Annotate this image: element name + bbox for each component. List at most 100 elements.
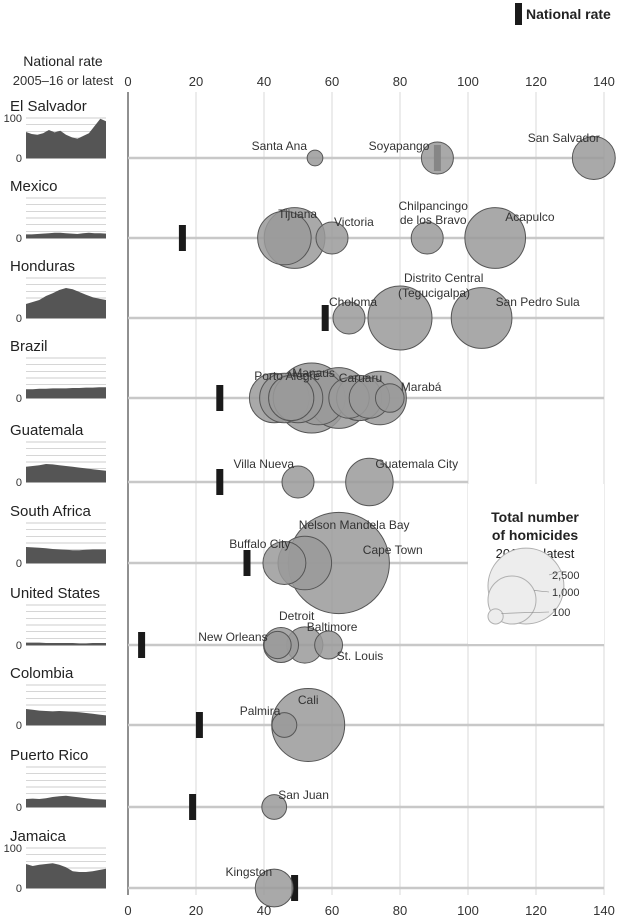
sparkline-area <box>26 795 106 807</box>
city-bubble <box>345 457 394 507</box>
country-panel-5: South Africa 0 Buffalo City Nelson Mandela … <box>10 503 468 615</box>
city-label: Acapulco <box>505 210 555 224</box>
spark-tick-0: 0 <box>16 477 22 489</box>
x-tick-top-100: 100 <box>457 74 479 89</box>
spark-tick-0: 0 <box>16 720 22 732</box>
national-rate-marker <box>291 875 299 901</box>
city-label: Distrito Central <box>404 271 483 285</box>
spark-tick-100: 100 <box>4 113 22 125</box>
sparkline-area <box>26 118 106 158</box>
spark-tick-0: 0 <box>16 883 22 895</box>
legend-leader <box>501 611 550 614</box>
x-tick-top-80: 80 <box>393 74 407 89</box>
country-name: Mexico <box>10 178 58 195</box>
header: National rate 2005–16 or latest National… <box>13 3 611 88</box>
city-label: San Salvador <box>528 131 600 145</box>
city-label: Detroit <box>279 609 315 623</box>
country-panel-8: Puerto Rico 0 San Juan <box>10 747 604 820</box>
country-panel-6: United States 0 New Orleans DetroitBaltimor… <box>10 585 604 664</box>
sparkline-area <box>26 288 106 318</box>
city-label: Kingston <box>225 865 272 879</box>
national-rate-marker <box>178 225 186 251</box>
country-name: Guatemala <box>10 422 84 439</box>
x-tick-bottom-20: 20 <box>189 903 203 918</box>
spark-tick-0: 0 <box>16 802 22 814</box>
city-label: (Tegucigalpa) <box>398 286 470 300</box>
city-label: Palmira <box>240 704 281 718</box>
city-label: Soyapango <box>369 139 430 153</box>
city-label: Guatemala City <box>375 457 458 471</box>
national-rate-marker <box>243 550 251 576</box>
x-tick-bottom-60: 60 <box>325 903 339 918</box>
country-name: Brazil <box>10 338 48 355</box>
national-rate-key-marker <box>515 3 522 25</box>
x-tick-top-0: 0 <box>124 74 131 89</box>
city-label: Baltimore <box>307 620 358 634</box>
city-label: de los Bravo <box>400 213 467 227</box>
legend-label-2,500: 2,500 <box>552 570 580 582</box>
x-tick-top-60: 60 <box>325 74 339 89</box>
city-label: Nelson Mandela Bay <box>299 518 410 532</box>
city-bubble <box>268 374 315 422</box>
city-label: Marabá <box>401 380 442 394</box>
city-bubble <box>571 136 616 180</box>
legend-label-100: 100 <box>552 607 570 619</box>
size-legend: Total number of homicides 2016 or latest… <box>468 484 604 644</box>
sparkline-area <box>26 232 106 238</box>
country-name: Puerto Rico <box>10 747 88 764</box>
country-name: El Salvador <box>10 98 87 115</box>
city-label: Manaus <box>292 366 335 380</box>
city-label: Villa Nueva <box>234 457 295 471</box>
city-label: Choloma <box>329 295 377 309</box>
x-tick-bottom-40: 40 <box>257 903 271 918</box>
legend-leader <box>533 590 550 593</box>
national-rate-marker <box>195 712 203 738</box>
x-tick-bottom-80: 80 <box>393 903 407 918</box>
city-bubble <box>332 301 366 335</box>
x-tick-bottom-120: 120 <box>525 903 547 918</box>
sparkline-area <box>26 863 106 888</box>
header-national-rate: National rate <box>23 53 103 69</box>
spark-tick-0: 0 <box>16 313 22 325</box>
x-axis: 0 0 20 20 40 40 60 60 80 80 100 100 120 120 140 140 <box>124 74 614 918</box>
national-rate-marker <box>321 305 329 331</box>
city-bubble <box>315 221 349 255</box>
legend-circle-100 <box>487 608 504 625</box>
spark-tick-0: 0 <box>16 393 22 405</box>
x-tick-bottom-0: 0 <box>124 903 131 918</box>
city-bubble <box>314 630 344 660</box>
x-tick-bottom-100: 100 <box>457 903 479 918</box>
country-panel-7: Colombia 0 Palmira Cali <box>10 665 604 762</box>
national-rate-marker <box>138 632 146 658</box>
legend-leader <box>548 570 562 576</box>
sparkline-area <box>26 464 106 482</box>
city-bubble <box>420 141 454 175</box>
country-name: Colombia <box>10 665 74 682</box>
city-bubble <box>257 210 312 266</box>
country-panel-4: Guatemala 0 Villa Nueva Guatemala City <box>10 422 468 507</box>
country-panel-0: El Salvador 0 100 Santa Ana Soyapango San Sal… <box>4 98 616 180</box>
x-tick-top-20: 20 <box>189 74 203 89</box>
city-label: St. Louis <box>337 649 384 663</box>
spark-tick-0: 0 <box>16 153 22 165</box>
national-rate-marker <box>216 385 224 411</box>
national-rate-key-label: National rate <box>526 6 611 22</box>
city-label: New Orleans <box>198 630 267 644</box>
country-panel-2: Honduras 0 Choloma Distrito Central(Tegucig… <box>10 258 604 351</box>
city-bubble <box>306 149 324 167</box>
city-bubble <box>262 541 307 585</box>
city-label: Santa Ana <box>252 139 308 153</box>
city-bubble <box>281 465 315 499</box>
spark-tick-0: 0 <box>16 558 22 570</box>
sparkline-area <box>26 642 106 645</box>
city-bubble <box>367 285 433 351</box>
city-label: San Juan <box>278 788 329 802</box>
legend-title-line2: of homicides <box>492 527 579 543</box>
city-label: Buffalo City <box>229 537 290 551</box>
country-panel-9: Jamaica 0 100 Kingston <box>4 828 604 908</box>
x-tick-bottom-140: 140 <box>593 903 615 918</box>
legend-label-1,000: 1,000 <box>552 587 580 599</box>
city-label: Tijuana <box>278 207 317 221</box>
